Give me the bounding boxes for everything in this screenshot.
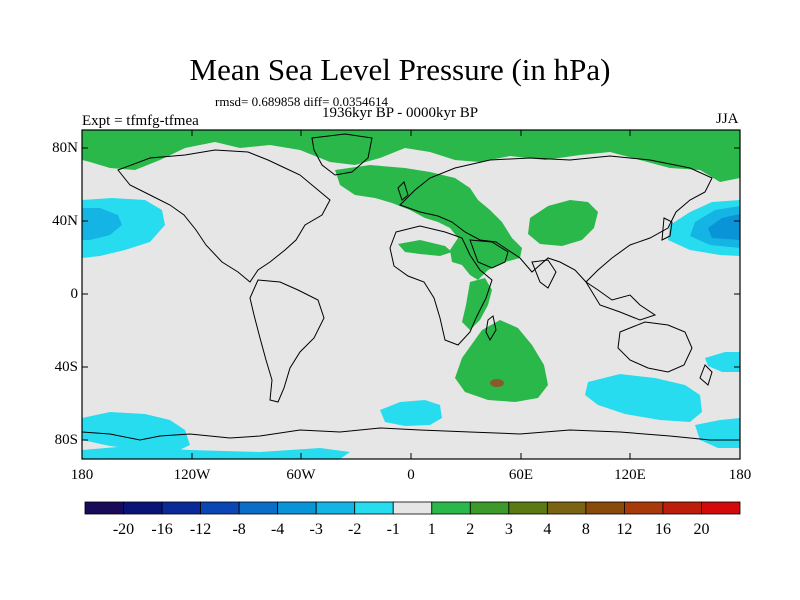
season-label: JJA xyxy=(716,111,739,127)
colorbar-label: 2 xyxy=(466,521,475,538)
colorbar-label: -16 xyxy=(151,521,173,538)
x-axis-label: 120E xyxy=(614,467,646,483)
colorbar-label: -4 xyxy=(270,521,285,538)
coast-antarctica xyxy=(82,427,740,441)
colorbar-label: -3 xyxy=(309,521,323,538)
south-polar-negative-region xyxy=(82,446,350,459)
north-africa-positive-region xyxy=(398,240,452,256)
colorbar-label: 20 xyxy=(693,521,710,538)
southern-ocean-negative-region-2 xyxy=(380,400,442,426)
map-panel xyxy=(82,130,740,459)
southern-ocean-negative-region-3 xyxy=(585,374,702,422)
colorbar-swatch xyxy=(585,501,625,515)
coast-africa xyxy=(389,225,493,346)
colorbar-label: 4 xyxy=(543,521,552,538)
colorbar-swatch xyxy=(277,501,317,515)
y-axis-label: 0 xyxy=(70,286,79,302)
colorbar-label: -2 xyxy=(348,521,362,538)
period-line: 1936kyr BP - 0000kyr BP xyxy=(322,105,479,121)
stats-line: rmsd= 0.689858 diff= 0.0354614 xyxy=(215,94,388,109)
north-pacific-east-negative-core xyxy=(708,214,740,240)
colorbar-swatch xyxy=(431,501,471,515)
europe-positive-region xyxy=(335,165,522,280)
coast-japan xyxy=(661,217,673,241)
coast-india xyxy=(531,259,557,289)
colorbar-swatch xyxy=(469,501,510,515)
south-indian-ocean-positive-region xyxy=(455,320,548,402)
coast-eurasia xyxy=(399,155,713,283)
y-axis-label: 80N xyxy=(52,140,78,156)
colorbar-label: 16 xyxy=(654,521,671,538)
y-axis-label: 40N xyxy=(52,213,78,229)
arctic-positive-region xyxy=(82,130,740,182)
colorbar-label: 1 xyxy=(427,521,436,538)
colorbar-swatch xyxy=(315,501,356,515)
south-indian-ocean-strong-positive xyxy=(490,379,504,387)
experiment-label: Expt = tfmfg-tfmea xyxy=(82,113,199,129)
coast-australia xyxy=(617,321,693,373)
x-axis-label: 120W xyxy=(173,467,211,483)
x-axis-label: 180 xyxy=(70,467,94,483)
coast-south-america xyxy=(249,279,325,403)
coast-north-america xyxy=(117,149,331,283)
colorbar-label: -1 xyxy=(386,521,400,538)
southern-ocean-negative-region-4 xyxy=(705,352,740,372)
colorbar-swatch xyxy=(123,501,163,515)
east-africa-positive-region xyxy=(462,278,492,330)
colorbar-swatch xyxy=(662,501,702,515)
coast-new-zealand xyxy=(699,364,713,386)
colorbar-swatch xyxy=(508,501,548,515)
coast-arabia xyxy=(469,239,509,269)
southern-ocean-negative-region-1 xyxy=(82,412,190,452)
colorbar-label: 12 xyxy=(616,521,633,538)
x-axis-label: 60W xyxy=(286,467,316,483)
axis-ticks xyxy=(81,130,741,459)
colorbar-label: 3 xyxy=(504,521,513,538)
colorbar-swatch xyxy=(624,501,664,515)
x-axis-label: 180 xyxy=(728,467,752,483)
colorbar-swatch xyxy=(701,501,741,515)
north-pacific-west-negative-core xyxy=(82,208,122,240)
asia-positive-region xyxy=(528,200,598,246)
colorbar-label: -12 xyxy=(189,521,212,538)
coastlines xyxy=(82,133,740,441)
colorbar-swatch xyxy=(200,501,240,515)
coast-greenland xyxy=(311,133,373,176)
colorbar-swatch xyxy=(84,501,124,515)
colorbar-swatch xyxy=(546,501,587,515)
colorbar-swatch xyxy=(354,501,394,515)
colorbar xyxy=(84,501,741,515)
colorbar-label: 8 xyxy=(581,521,590,538)
y-axis-label: 80S xyxy=(54,432,78,448)
colorbar-label: -8 xyxy=(232,521,246,538)
colorbar-swatch xyxy=(161,501,201,515)
x-axis-label: 60E xyxy=(508,467,534,483)
x-axis-label: 0 xyxy=(407,467,415,483)
colorbar-swatch xyxy=(392,501,433,515)
colorbar-swatch xyxy=(238,501,279,515)
coast-madagascar xyxy=(485,315,497,342)
y-axis-label: 40S xyxy=(54,359,78,375)
coast-se-asia xyxy=(585,281,657,321)
colorbar-label: -20 xyxy=(112,521,135,538)
coast-uk xyxy=(397,181,409,201)
map-title: Mean Sea Level Pressure (in hPa) xyxy=(189,52,611,87)
